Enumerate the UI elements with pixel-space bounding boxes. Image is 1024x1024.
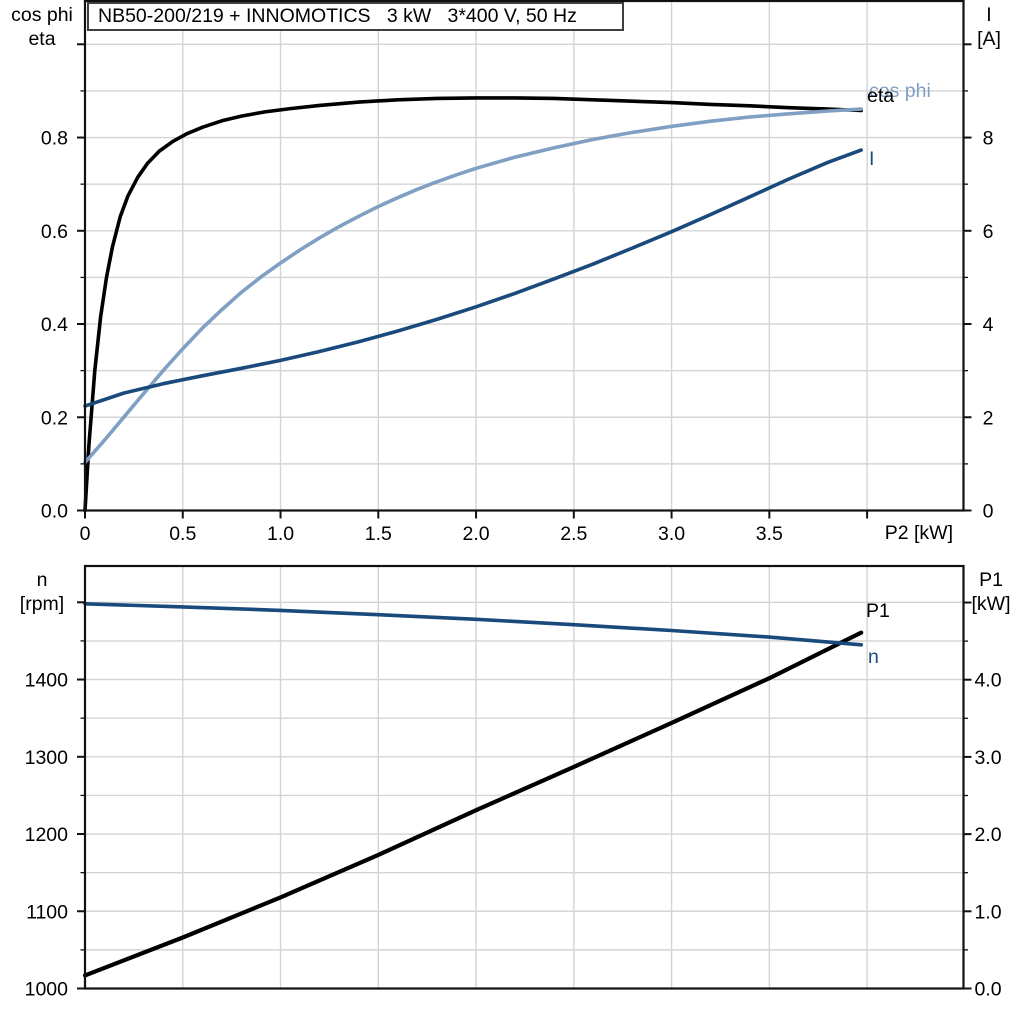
chart-bottom-speed-power: 1000 1100 1200 1300 1400 0.0 1.0 2.0 3.0 4.0 (25, 564, 1002, 1001)
tick-label: 0.0 (974, 979, 1001, 1001)
axis-title-eta: eta (28, 28, 56, 50)
tick-label: 0.5 (169, 523, 196, 545)
axis-title-current: I (986, 4, 992, 26)
curve-label-n: n (868, 646, 879, 668)
curve-n (83, 601, 864, 647)
curve-cos-phi (83, 107, 864, 465)
tick-label: 4 (983, 314, 994, 336)
axis-ticks (77, 43, 972, 519)
tick-label: 1.0 (974, 901, 1001, 923)
tick-label: 3.0 (658, 523, 685, 545)
plot-frame (83, 0, 965, 512)
tick-label: 0 (80, 523, 91, 545)
curve-current (83, 148, 864, 408)
tick-label: 0.6 (41, 221, 68, 243)
curve-label-p1: P1 (866, 600, 890, 622)
tick-label: 8 (983, 128, 994, 150)
tick-label: 2.0 (462, 523, 489, 545)
tick-label: 0.0 (41, 501, 68, 523)
tick-label: 0.8 (41, 128, 68, 150)
chart-top-efficiency-current: 0 0.5 1.0 1.5 2.0 2.5 3.0 3.5 0.0 0.2 0.4 0.6 0.8 0 2 4… (41, 0, 994, 545)
tick-label: 1.0 (267, 523, 294, 545)
tick-label: 1100 (26, 901, 68, 923)
axis-tick-labels: 0 0.5 1.0 1.5 2.0 2.5 3.0 3.5 0.0 0.2 0.4 0.6 0.8 0 2 4… (41, 128, 994, 545)
tick-label: 2.5 (560, 523, 587, 545)
tick-label: 3.5 (756, 523, 783, 545)
tick-label: 1.5 (365, 523, 392, 545)
curve-eta (83, 96, 864, 513)
tick-label: 1000 (25, 979, 69, 1001)
axis-title-speed: n (36, 569, 48, 591)
plot-frame (83, 564, 965, 990)
axis-ticks (77, 601, 972, 990)
axis-title-cos-phi: cos phi (11, 4, 73, 26)
curve-label-cos-phi: cos phi (869, 80, 931, 102)
top-right-axis-title: I [A] (962, 3, 1016, 51)
gridlines (85, 566, 964, 989)
axis-tick-labels: 1000 1100 1200 1300 1400 0.0 1.0 2.0 3.0 4.0 (25, 670, 1002, 1001)
curve-p1 (82, 630, 864, 978)
bottom-left-axis-title: n [rpm] (4, 568, 80, 616)
top-left-axis-title: cos phi eta (4, 3, 80, 51)
tick-label: 0.2 (41, 407, 68, 429)
axis-title-p1-unit: [kW] (971, 593, 1011, 615)
axis-title-speed-unit: [rpm] (19, 593, 65, 615)
tick-label: 1400 (25, 670, 69, 692)
gridlines (85, 1, 964, 511)
tick-label: 0 (983, 501, 994, 523)
tick-label: 3.0 (974, 747, 1001, 769)
tick-label: 1200 (25, 824, 69, 846)
tick-label: 4.0 (974, 670, 1001, 692)
tick-label: 2.0 (974, 824, 1001, 846)
chart-title-box: NB50-200/219 + INNOMOTICS 3 kW 3*400 V, … (87, 2, 624, 31)
tick-label: 2 (983, 407, 994, 429)
axis-title-p1: P1 (979, 569, 1003, 591)
tick-label: 0.4 (41, 314, 68, 336)
x-axis-label-p2: P2 [kW] (884, 522, 953, 544)
tick-label: 1300 (25, 747, 69, 769)
axis-title-current-unit: [A] (977, 28, 1001, 50)
bottom-right-axis-title: P1 [kW] (963, 568, 1019, 616)
tick-label: 6 (983, 221, 994, 243)
curve-label-eta: eta (867, 85, 895, 107)
curve-label-current: I (869, 148, 875, 170)
